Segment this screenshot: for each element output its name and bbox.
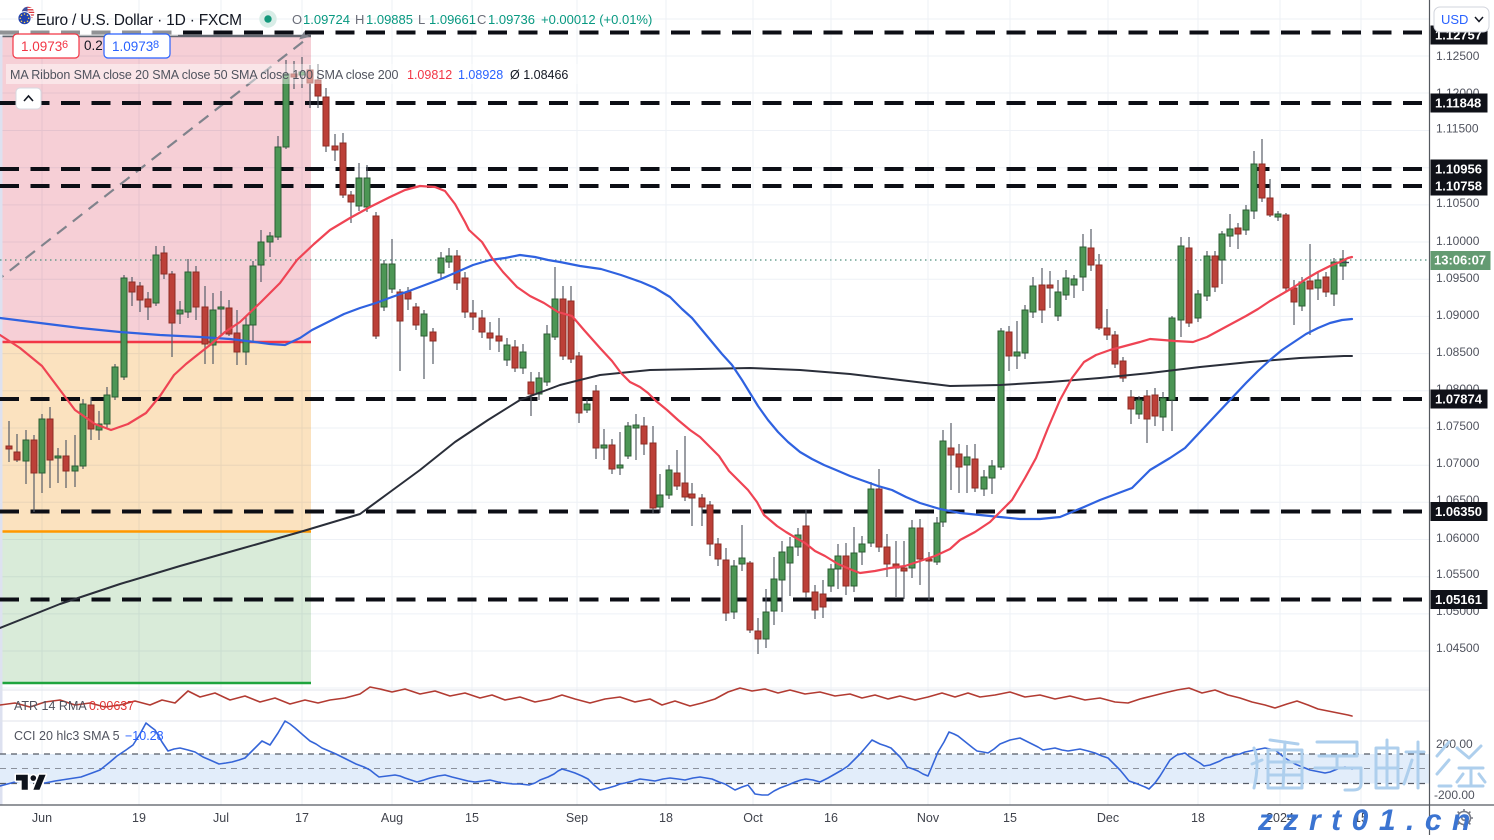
svg-text:15: 15: [465, 811, 479, 825]
svg-text:zzrt01.cn: zzrt01.cn: [1257, 804, 1481, 835]
svg-text:1.05500: 1.05500: [1436, 567, 1480, 581]
svg-text:Euro / U.S. Dollar · 1D · FXCM: Euro / U.S. Dollar · 1D · FXCM: [36, 12, 242, 29]
svg-text:MA Ribbon SMA close 20 SMA clo: MA Ribbon SMA close 20 SMA close 50 SMA …: [10, 68, 399, 82]
svg-text:13:06:07: 13:06:07: [1434, 253, 1486, 268]
svg-text:1.09724: 1.09724: [303, 12, 350, 27]
svg-text:CCI 20 hlc3 SMA 5: CCI 20 hlc3 SMA 5: [14, 729, 120, 743]
svg-text:1.09885: 1.09885: [366, 12, 413, 27]
svg-text:17: 17: [295, 811, 309, 825]
svg-text:1.12500: 1.12500: [1436, 49, 1480, 63]
svg-text:19: 19: [132, 811, 146, 825]
svg-text:Ø 1.08466: Ø 1.08466: [510, 68, 568, 82]
svg-text:1.10500: 1.10500: [1436, 196, 1480, 210]
svg-text:0.2: 0.2: [84, 38, 103, 53]
svg-text:1.10956: 1.10956: [1435, 162, 1482, 177]
svg-text:1.08928: 1.08928: [458, 68, 503, 82]
svg-text:15: 15: [1003, 811, 1017, 825]
svg-text:1.07500: 1.07500: [1436, 419, 1480, 433]
svg-text:−10.28: −10.28: [125, 729, 164, 743]
svg-text:C: C: [477, 12, 486, 27]
svg-text:0.00637: 0.00637: [89, 699, 134, 713]
svg-text:1.09500: 1.09500: [1436, 271, 1480, 285]
svg-text:1.11500: 1.11500: [1436, 122, 1479, 136]
svg-text:-200.00: -200.00: [1434, 788, 1475, 802]
svg-text:Jul: Jul: [213, 811, 229, 825]
svg-text:Jun: Jun: [32, 811, 52, 825]
svg-text:Oct: Oct: [743, 811, 763, 825]
svg-text:Nov: Nov: [917, 811, 940, 825]
svg-text:O: O: [292, 12, 302, 27]
svg-text:1.0973: 1.0973: [21, 39, 62, 54]
svg-text:L: L: [418, 12, 425, 27]
svg-text:Aug: Aug: [381, 811, 403, 825]
svg-text:+0.00012 (+0.01%): +0.00012 (+0.01%): [541, 12, 652, 27]
svg-text:1.09661: 1.09661: [429, 12, 476, 27]
svg-text:1.09000: 1.09000: [1436, 308, 1480, 322]
svg-text:1.08500: 1.08500: [1436, 345, 1480, 359]
svg-text:Sep: Sep: [566, 811, 588, 825]
svg-text:8: 8: [153, 39, 159, 51]
svg-text:1.0973: 1.0973: [112, 39, 153, 54]
svg-text:6: 6: [62, 39, 68, 51]
svg-text:ATR 14 RMA: ATR 14 RMA: [14, 699, 87, 713]
svg-text:18: 18: [1191, 811, 1205, 825]
svg-text:1.11848: 1.11848: [1435, 96, 1481, 111]
svg-text:Dec: Dec: [1097, 811, 1119, 825]
svg-text:1.09736: 1.09736: [488, 12, 535, 27]
svg-text:1.10000: 1.10000: [1436, 234, 1480, 248]
svg-text:1.04500: 1.04500: [1436, 641, 1480, 655]
svg-text:18: 18: [659, 811, 673, 825]
svg-text:16: 16: [824, 811, 838, 825]
svg-text:1.07000: 1.07000: [1436, 456, 1480, 470]
svg-text:1.07874: 1.07874: [1435, 392, 1483, 407]
svg-text:1.06350: 1.06350: [1435, 504, 1482, 519]
svg-text:1.10758: 1.10758: [1435, 179, 1482, 194]
svg-text:1.05161: 1.05161: [1435, 592, 1482, 607]
svg-text:USD: USD: [1441, 12, 1468, 27]
svg-text:H: H: [355, 12, 364, 27]
svg-text:1.09812: 1.09812: [407, 68, 452, 82]
svg-text:1.06000: 1.06000: [1436, 531, 1480, 545]
